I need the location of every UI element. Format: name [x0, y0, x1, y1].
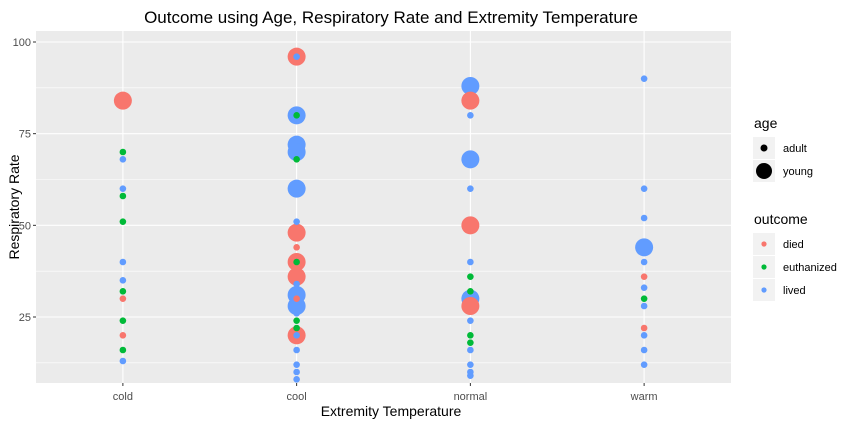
data-point-died-adult: [119, 332, 127, 339]
data-point-died-young: [287, 267, 306, 286]
data-point-lived-young: [461, 150, 480, 169]
data-point-died-young: [287, 223, 306, 242]
x-axis-title: Extremity Temperature: [321, 403, 462, 419]
data-point-lived-adult: [293, 361, 300, 368]
data-point-lived-adult: [640, 302, 648, 310]
data-point-lived-adult: [467, 346, 474, 354]
data-point-lived-young: [287, 297, 306, 315]
data-point-lived-adult: [640, 332, 648, 339]
legend-age-key-adult: [760, 144, 768, 152]
data-points: [113, 47, 654, 383]
x-axis-ticks: cold cool normal warm: [113, 383, 658, 403]
legend-outcome-key-euthanized: [761, 264, 767, 270]
data-point-euthanized-adult: [467, 273, 474, 280]
data-point-lived-adult: [293, 280, 300, 288]
data-point-euthanized-adult: [119, 192, 127, 200]
data-point-lived-adult: [467, 185, 474, 192]
data-point-lived-young: [287, 143, 306, 161]
x-tick-label: warm: [630, 391, 658, 403]
data-point-lived-adult: [640, 75, 648, 82]
x-tick-label: cold: [113, 391, 133, 403]
data-point-lived-adult: [640, 258, 648, 266]
legend-outcome-label-euthanized: euthanized: [783, 262, 837, 274]
data-point-died-adult: [119, 295, 127, 302]
data-point-euthanized-adult: [293, 112, 300, 119]
legend-age-label-adult: adult: [783, 143, 807, 155]
data-point-died-young: [461, 297, 480, 315]
data-point-lived-adult: [293, 346, 300, 354]
legend-outcome-title: outcome: [754, 211, 808, 227]
y-axis-ticks: 25 50 75 100: [13, 37, 36, 324]
data-point-lived-young: [287, 179, 306, 198]
data-point-lived-adult: [293, 332, 300, 339]
data-point-euthanized-adult: [119, 346, 127, 354]
data-point-lived-adult: [119, 357, 127, 365]
data-point-lived-adult: [119, 258, 127, 266]
data-point-lived-adult: [467, 112, 474, 119]
legend-age: age adult young: [753, 115, 813, 182]
plot-panel: [36, 31, 731, 383]
legend-outcome-label-died: died: [783, 239, 804, 251]
y-tick-label: 50: [19, 220, 31, 232]
y-tick-label: 75: [19, 129, 31, 141]
data-point-lived-adult: [293, 53, 300, 60]
data-point-died-young: [113, 91, 132, 110]
data-point-euthanized-adult: [467, 339, 474, 346]
y-axis-title: Respiratory Rate: [6, 154, 22, 259]
data-point-euthanized-adult: [467, 332, 474, 339]
data-point-euthanized-adult: [119, 317, 127, 324]
legend-age-title: age: [754, 115, 778, 131]
data-point-lived-young: [635, 238, 654, 257]
data-point-lived-adult: [119, 277, 127, 284]
data-point-euthanized-adult: [119, 148, 127, 156]
data-point-died-adult: [293, 295, 300, 302]
chart-title: Outcome using Age, Respiratory Rate and …: [144, 8, 638, 27]
data-point-lived-adult: [467, 372, 474, 379]
data-point-lived-adult: [467, 258, 474, 266]
legend-outcome-label-lived: lived: [783, 285, 806, 297]
data-point-died-adult: [293, 244, 300, 251]
data-point-died-young: [461, 91, 480, 110]
data-point-euthanized-adult: [293, 156, 300, 163]
x-tick-label: normal: [454, 391, 488, 403]
legend-outcome-key-died: [761, 241, 767, 247]
data-point-died-young: [461, 216, 480, 235]
data-point-died-adult: [640, 273, 648, 280]
data-point-euthanized-adult: [467, 288, 474, 295]
y-tick-label: 100: [13, 37, 31, 49]
data-point-euthanized-adult: [293, 317, 300, 324]
legend-outcome: outcome died euthanized lived: [753, 211, 837, 301]
data-point-lived-adult: [640, 346, 648, 354]
data-point-lived-adult: [467, 361, 474, 368]
y-tick-label: 25: [19, 312, 31, 324]
data-point-euthanized-adult: [640, 295, 648, 302]
data-point-euthanized-adult: [293, 324, 300, 332]
legend-age-key-young: [756, 163, 772, 179]
data-point-lived-adult: [640, 185, 648, 192]
data-point-lived-adult: [640, 214, 648, 222]
legend-age-label-young: young: [783, 166, 813, 178]
legend-outcome-key-lived: [761, 287, 767, 293]
data-point-lived-adult: [119, 185, 127, 192]
data-point-lived-adult: [467, 317, 474, 324]
data-point-lived-adult: [293, 218, 300, 225]
data-point-euthanized-adult: [119, 218, 127, 225]
x-tick-label: cool: [287, 391, 307, 403]
data-point-lived-young: [461, 77, 480, 95]
data-point-euthanized-adult: [293, 258, 300, 266]
data-point-lived-adult: [119, 156, 127, 163]
data-point-died-adult: [640, 324, 648, 332]
data-point-lived-adult: [293, 368, 300, 376]
data-point-euthanized-adult: [119, 288, 127, 295]
data-point-lived-adult: [640, 361, 648, 368]
data-point-lived-adult: [293, 376, 300, 383]
data-point-lived-adult: [293, 310, 300, 317]
data-point-lived-adult: [640, 284, 648, 291]
